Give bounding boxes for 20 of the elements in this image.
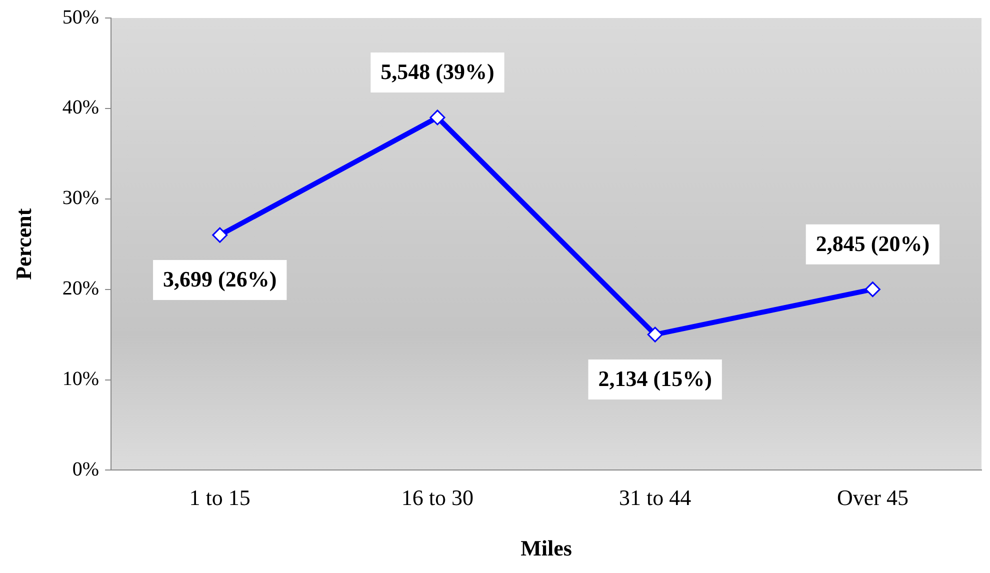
y-axis-title: Percent — [10, 208, 36, 280]
x-tick-label: 31 to 44 — [619, 485, 692, 510]
y-tick-label: 20% — [62, 278, 100, 300]
y-tick-label: 10% — [62, 368, 100, 390]
y-tick-label: 50% — [62, 6, 100, 28]
point — [430, 110, 446, 126]
data-label: 2,134 (15%) — [598, 366, 712, 392]
x-tick-label: 1 to 15 — [189, 485, 250, 510]
data-label: 3,699 (26%) — [163, 266, 277, 292]
point — [647, 326, 663, 342]
point — [212, 227, 228, 243]
y-tick-label: 0% — [72, 458, 100, 480]
x-axis-title: Miles — [520, 535, 572, 560]
data-label: 5,548 (39%) — [380, 59, 494, 84]
y-tick-label: 30% — [62, 187, 100, 210]
y-tick-label: 40% — [62, 96, 100, 119]
point — [864, 282, 880, 298]
x-tick-label: Over 45 — [836, 485, 908, 510]
x-tick-label: 16 to 30 — [401, 485, 474, 510]
data-label: 2,845 (20%) — [816, 231, 930, 256]
